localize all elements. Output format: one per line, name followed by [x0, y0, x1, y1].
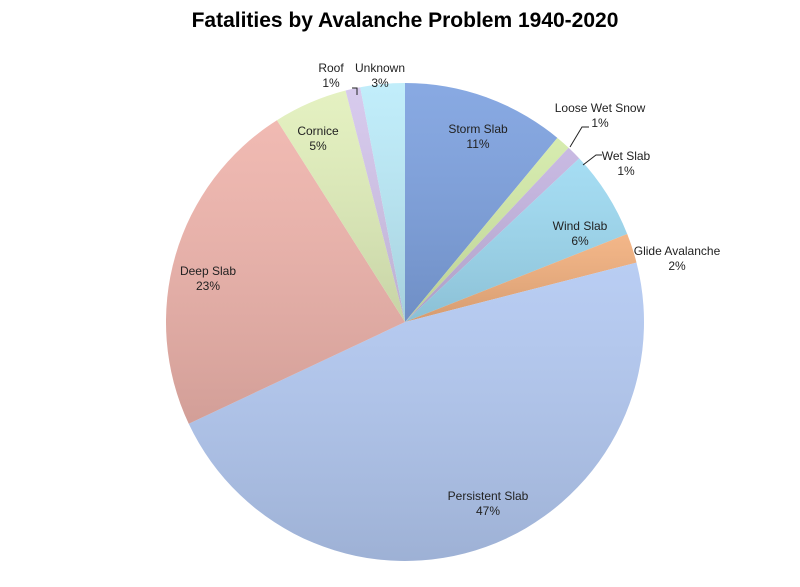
- slice-shading: [405, 158, 628, 322]
- slice-shading: [345, 87, 405, 323]
- slice-shading: [405, 147, 580, 322]
- data-label: Roof 1%: [318, 61, 344, 90]
- data-label-name: Persistent Slab: [448, 489, 529, 503]
- leader-line: [569, 126, 589, 148]
- data-label-value: 23%: [196, 279, 220, 293]
- data-label-name: Wind Slab: [553, 219, 608, 233]
- data-label-value: 6%: [571, 234, 589, 248]
- data-label-name: Glide Avalanche: [634, 244, 721, 258]
- slice-shading: [360, 83, 405, 322]
- slice-shading: [276, 90, 405, 322]
- data-label-value: 1%: [322, 76, 340, 90]
- slice-shading: [405, 137, 569, 322]
- slice-shading: [166, 120, 405, 424]
- data-label-name: Wet Slab: [602, 149, 651, 163]
- data-label-value: 2%: [668, 259, 686, 273]
- slice-shading: [188, 262, 645, 562]
- data-label-value: 47%: [476, 504, 500, 518]
- data-label-value: 5%: [309, 139, 327, 153]
- data-label: Deep Slab 23%: [180, 264, 236, 293]
- leader-line: [582, 154, 602, 166]
- data-label-name: Deep Slab: [180, 264, 236, 278]
- data-label: Loose Wet Snow 1%: [555, 101, 646, 130]
- data-label-value: 11%: [466, 137, 489, 151]
- data-label-name: Cornice: [297, 124, 339, 138]
- data-label-name: Unknown: [355, 61, 405, 75]
- data-label: Wind Slab 6%: [553, 219, 608, 248]
- data-label-name: Loose Wet Snow: [555, 101, 646, 115]
- data-label-value: 1%: [617, 164, 635, 178]
- leader-line: [352, 87, 358, 95]
- data-label-name: Storm Slab: [448, 122, 508, 136]
- data-label: Unknown 3%: [355, 61, 405, 90]
- data-label-name: Roof: [318, 61, 344, 75]
- data-label: Cornice 5%: [297, 124, 339, 153]
- chart-title: Fatalities by Avalanche Problem 1940-202…: [192, 9, 619, 32]
- data-label: Storm Slab 11%: [448, 122, 508, 151]
- data-label-value: 3%: [371, 76, 389, 90]
- slice-shading: [405, 234, 637, 322]
- slice-shading: [405, 83, 558, 322]
- data-label: Glide Avalanche 2%: [634, 244, 721, 273]
- data-label-value: 1%: [591, 116, 609, 130]
- data-label: Wet Slab 1%: [602, 149, 651, 178]
- data-label: Persistent Slab 47%: [448, 489, 529, 518]
